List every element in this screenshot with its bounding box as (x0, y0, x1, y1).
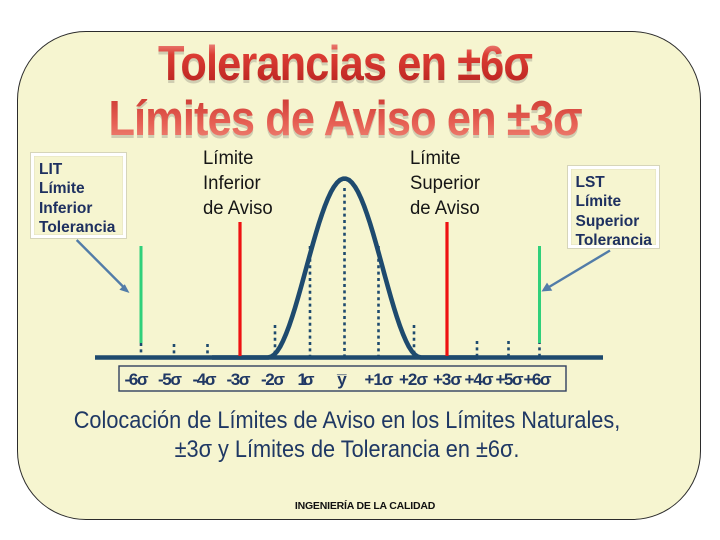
svg-text:+1σ: +1σ (365, 370, 394, 389)
svg-text:1σ: 1σ (298, 370, 315, 389)
svg-text:y̅: y̅ (337, 370, 347, 389)
svg-text:-3σ: -3σ (227, 370, 251, 389)
svg-text:-4σ: -4σ (193, 370, 217, 389)
svg-text:+6σ: +6σ (524, 370, 552, 389)
svg-text:-5σ: -5σ (158, 370, 182, 389)
svg-text:+5σ: +5σ (496, 370, 524, 389)
svg-text:-2σ: -2σ (261, 370, 285, 389)
svg-text:+3σ: +3σ (433, 370, 462, 389)
svg-text:-6σ: -6σ (125, 370, 149, 389)
svg-text:+4σ: +4σ (465, 370, 494, 389)
svg-text:+2σ: +2σ (399, 370, 428, 389)
